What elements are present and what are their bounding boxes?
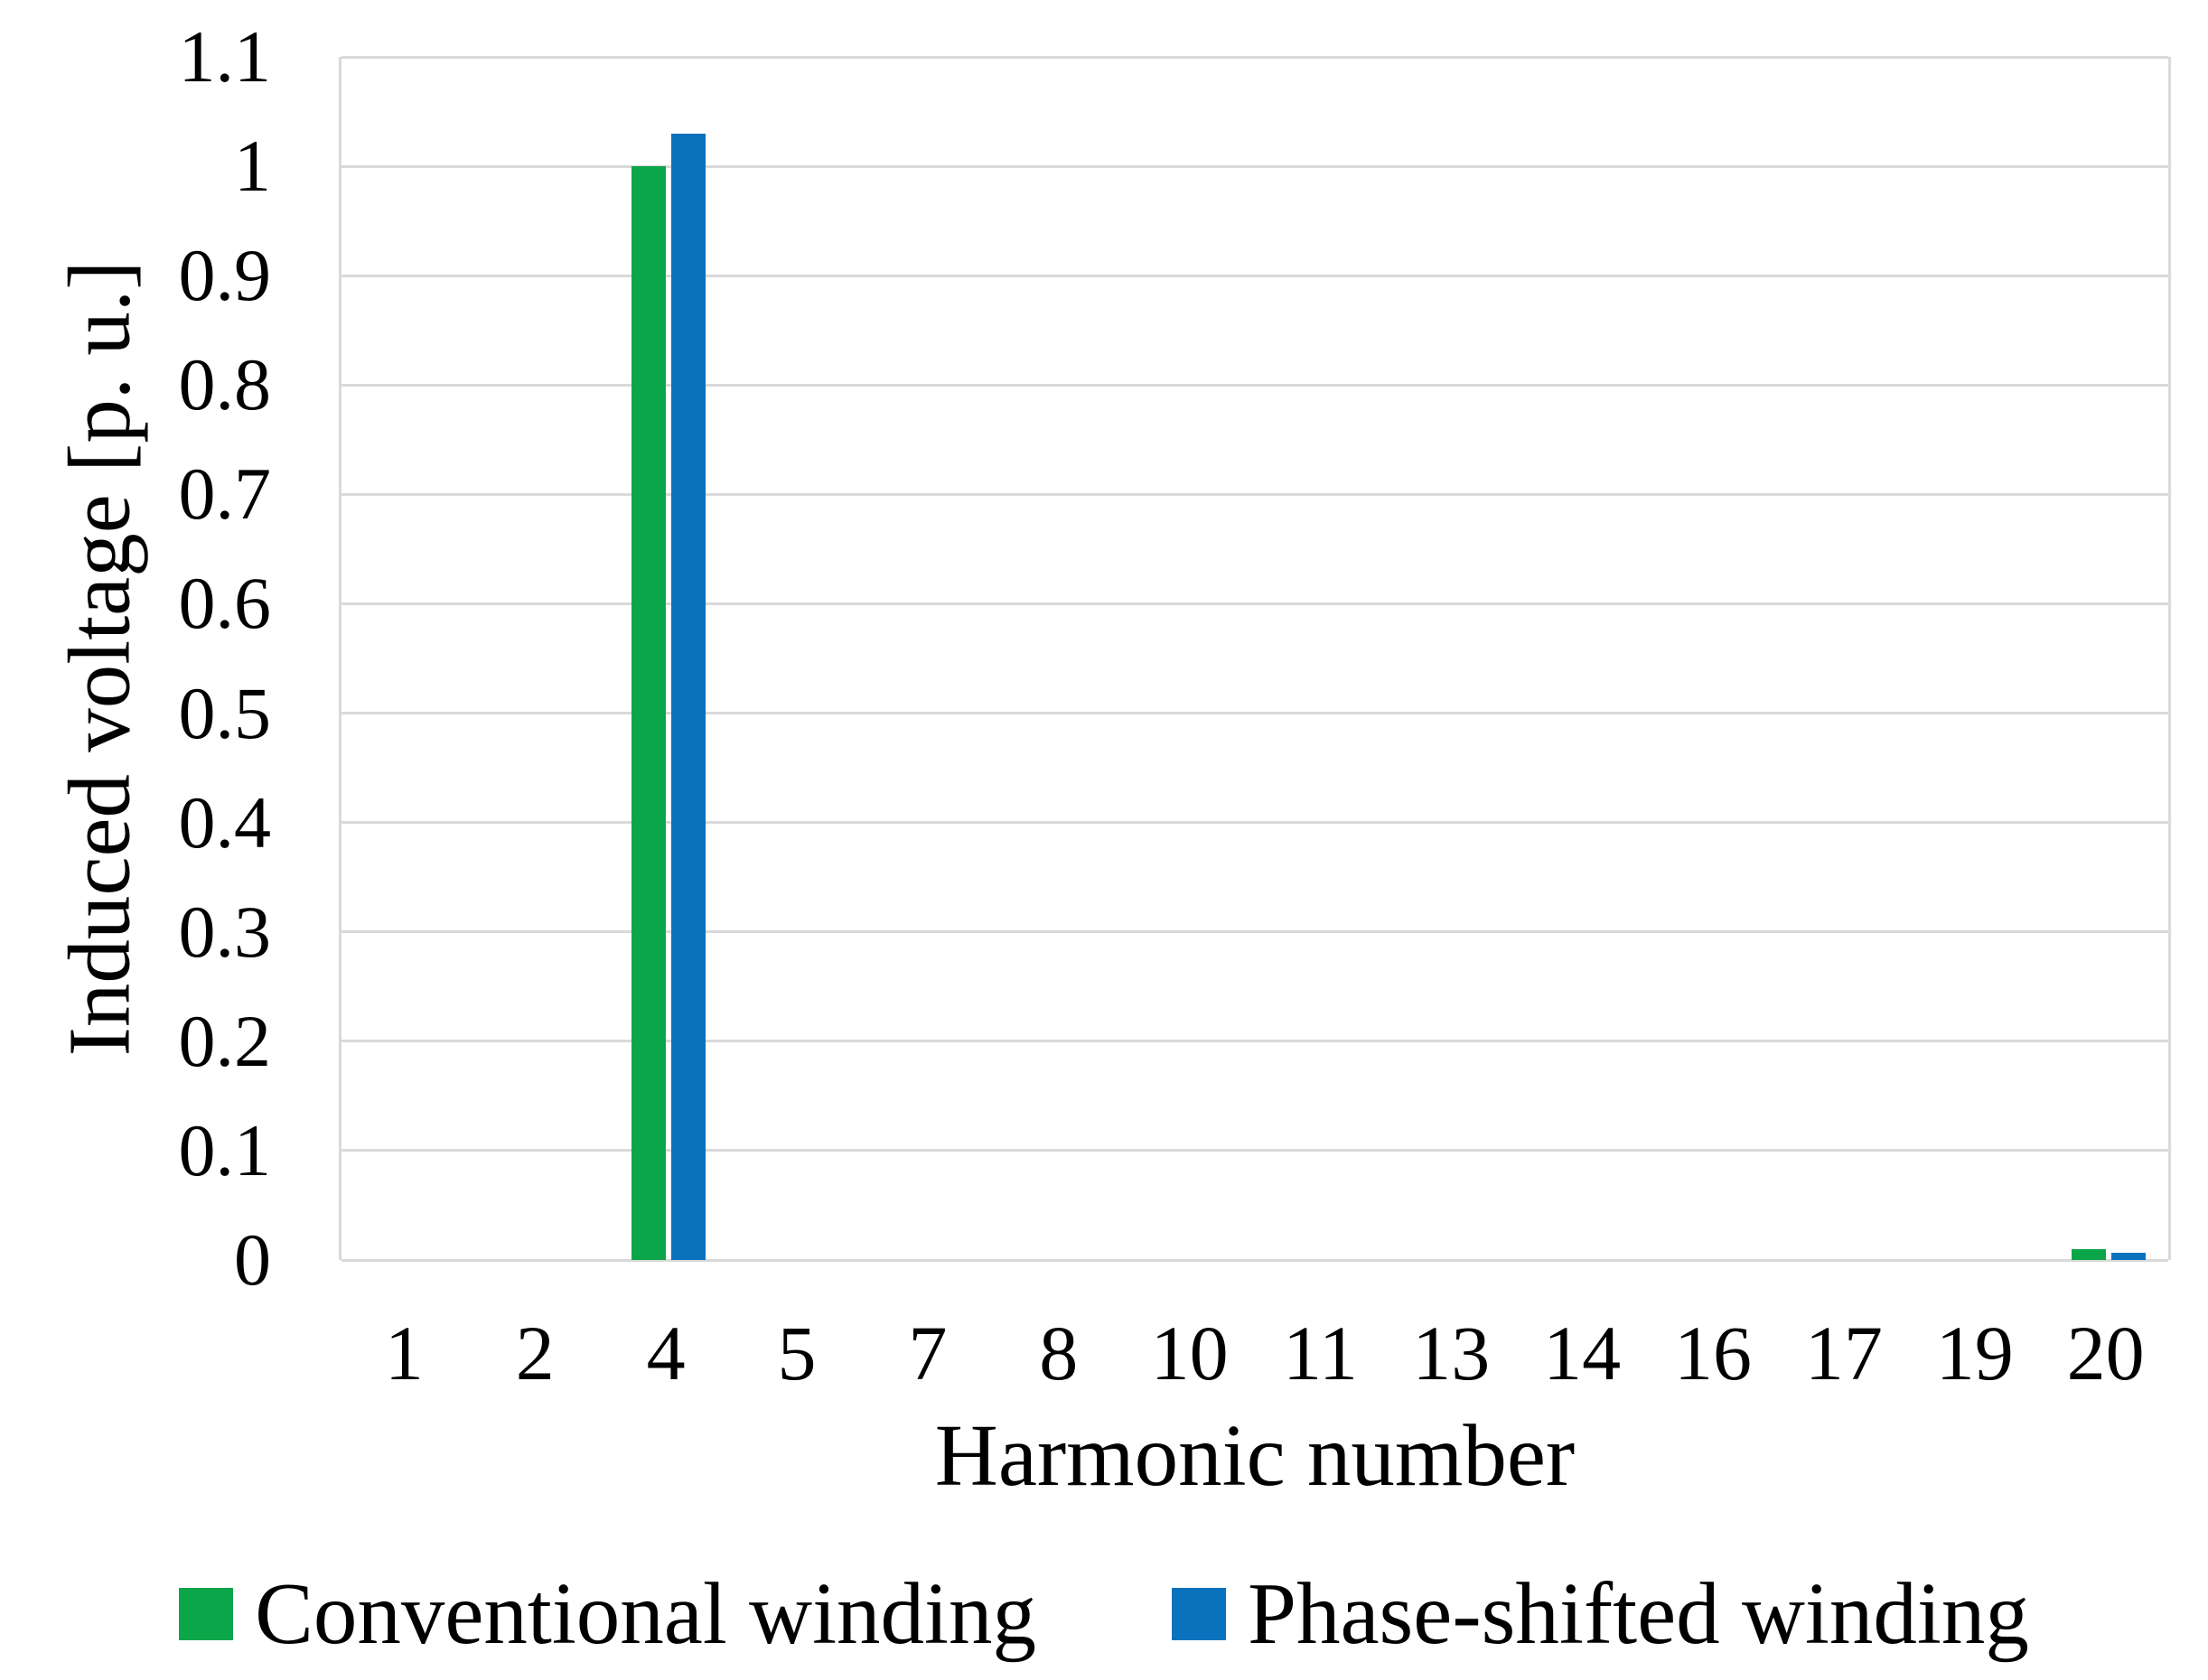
x-tick-label: 8 [1039, 1310, 1079, 1396]
x-tick-label: 14 [1543, 1310, 1622, 1396]
gridline [341, 821, 2168, 825]
y-tick-label: 1.1 [178, 15, 272, 98]
y-tick-label: 0.6 [178, 562, 272, 645]
y-tick-label: 0.4 [178, 780, 272, 863]
x-tick-label: 7 [908, 1310, 948, 1396]
x-axis-title: Harmonic number [934, 1407, 1576, 1504]
x-tick-label: 11 [1283, 1310, 1358, 1396]
gridline [341, 602, 2168, 605]
x-tick-label: 19 [1935, 1310, 2014, 1396]
gridline [341, 930, 2168, 934]
y-tick-label: 0.3 [178, 890, 272, 973]
gridline [341, 164, 2168, 168]
y-tick-label: 0.1 [178, 1108, 272, 1191]
legend-item-conventional-winding: Conventional winding [179, 1564, 1036, 1664]
bar-phase-shifted-h20 [2110, 1252, 2146, 1260]
gridline [341, 55, 2168, 59]
bar-phase-shifted-h4 [671, 133, 706, 1260]
bar-conventional-h20 [2071, 1248, 2106, 1260]
plot-area [339, 55, 2171, 1262]
legend-swatch-blue [1172, 1588, 1227, 1640]
gridline [341, 274, 2168, 277]
legend-item-phase-shifted-winding: Phase-shifted winding [1172, 1564, 2029, 1664]
y-tick-label: 0.2 [178, 999, 272, 1082]
legend-label: Conventional winding [255, 1565, 1037, 1662]
x-tick-label: 13 [1412, 1310, 1491, 1396]
chart-legend: Conventional winding Phase-shifted windi… [0, 1564, 2208, 1664]
x-tick-label: 2 [515, 1310, 555, 1396]
gridline [341, 1149, 2168, 1153]
x-tick-label: 10 [1150, 1310, 1229, 1396]
y-tick-label: 0.7 [178, 453, 272, 536]
bar-conventional-h4 [632, 166, 667, 1260]
gridline [341, 1258, 2168, 1262]
y-tick-label: 0.8 [178, 343, 272, 426]
gridline [341, 383, 2168, 387]
legend-label: Phase-shifted winding [1248, 1565, 2029, 1662]
gridline [341, 1040, 2168, 1043]
x-tick-label: 4 [646, 1310, 686, 1396]
y-tick-label: 0.5 [178, 671, 272, 754]
x-tick-label: 5 [777, 1310, 817, 1396]
y-tick-label: 0.9 [178, 234, 272, 317]
x-tick-label: 17 [1804, 1310, 1883, 1396]
y-tick-label: 1 [234, 125, 271, 208]
gridline [341, 712, 2168, 715]
x-tick-label: 20 [2066, 1310, 2145, 1396]
gridline [341, 492, 2168, 496]
x-tick-label: 16 [1674, 1310, 1752, 1396]
legend-swatch-green [179, 1588, 234, 1640]
y-tick-label: 0 [234, 1218, 271, 1301]
x-tick-label: 1 [384, 1310, 424, 1396]
